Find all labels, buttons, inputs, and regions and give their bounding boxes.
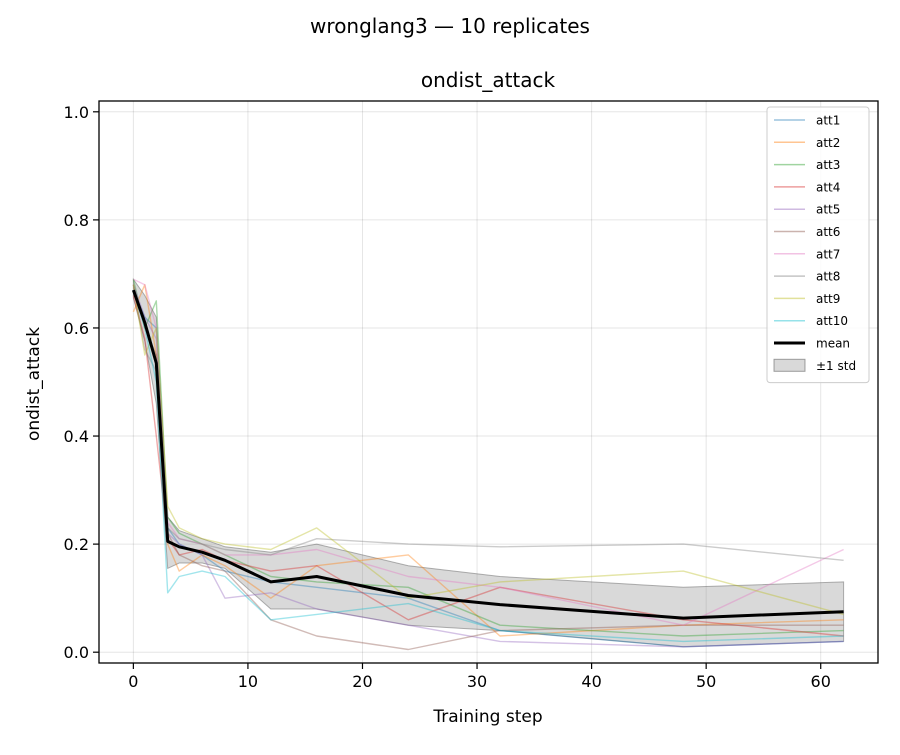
legend-box: [766, 106, 870, 384]
std-band-layer: [132, 277, 845, 648]
series-line-att8: [132, 284, 844, 561]
legend-label: att9: [816, 292, 840, 306]
series-line-att7: [133, 278, 844, 626]
x-tick-label: 30: [467, 672, 487, 691]
series-line-att2: [132, 284, 844, 637]
legend-label: ±1 std: [816, 359, 856, 373]
legend-label: att5: [816, 203, 840, 217]
series-line-att3: [132, 279, 844, 637]
legend-label: att3: [816, 158, 840, 172]
series-line-att5: [132, 284, 844, 648]
y-tick-label: 0.8: [64, 211, 89, 230]
legend: att1 att2 att3 att4 att5 att6 att7 att8 att9 att1…: [766, 106, 870, 384]
legend-label: att7: [816, 247, 840, 261]
x-tick-label: 40: [581, 672, 601, 691]
grid-lines: [99, 101, 878, 663]
x-tick-label: 60: [811, 672, 831, 691]
figure-suptitle: wronglang3 — 10 replicates: [310, 14, 590, 38]
legend-label: att8: [816, 270, 840, 284]
y-tick-label: 0.4: [64, 427, 89, 446]
axis-ticks: 0 10 20 30 40 50 60 0.0 0.2 0.4 0.6 0.8 1.0: [64, 103, 831, 691]
plot-frame: [98, 100, 879, 664]
legend-label: att10: [816, 314, 848, 328]
x-tick-label: 10: [238, 672, 258, 691]
y-tick-label: 0.2: [64, 535, 89, 554]
series-line-att9: [132, 284, 844, 616]
chart-title: ondist_attack: [421, 68, 556, 92]
std-band: [132, 277, 845, 648]
x-axis-label: Training step: [432, 707, 542, 727]
legend-label: att1: [816, 114, 840, 128]
y-tick-label: 0.0: [64, 643, 89, 662]
mean-line-layer: [131, 289, 844, 620]
legend-label: mean: [816, 337, 850, 351]
x-tick-label: 50: [696, 672, 716, 691]
series-line-att6: [132, 284, 844, 651]
y-tick-label: 1.0: [64, 103, 89, 122]
y-tick-label: 0.6: [64, 319, 89, 338]
legend-label: att4: [816, 180, 840, 194]
x-tick-label: 0: [128, 672, 138, 691]
mean-line: [131, 289, 844, 620]
y-axis-label: ondist_attack: [24, 327, 44, 441]
series-line-att1: [132, 289, 844, 648]
legend-label: att6: [816, 225, 840, 239]
legend-swatch: [773, 358, 806, 372]
x-tick-label: 20: [352, 672, 372, 691]
legend-label: att2: [816, 136, 840, 150]
